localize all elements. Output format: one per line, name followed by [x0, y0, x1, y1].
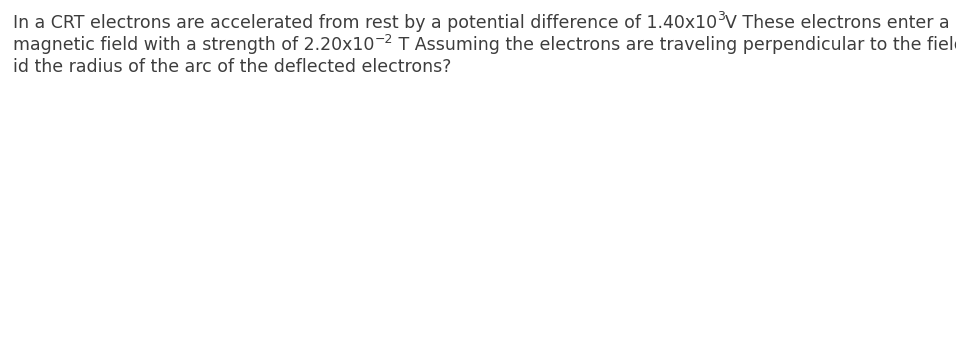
Text: −2: −2: [375, 33, 393, 46]
Text: id the radius of the arc of the deflected electrons?: id the radius of the arc of the deflecte…: [13, 58, 451, 76]
Text: 3: 3: [717, 10, 725, 24]
Text: In a CRT electrons are accelerated from rest by a potential difference of 1.40x1: In a CRT electrons are accelerated from …: [13, 14, 717, 32]
Text: V These electrons enter a: V These electrons enter a: [725, 14, 949, 32]
Text: T Assuming the electrons are traveling perpendicular to the field what: T Assuming the electrons are traveling p…: [393, 36, 956, 54]
Text: magnetic field with a strength of 2.20x10: magnetic field with a strength of 2.20x1…: [13, 36, 375, 54]
